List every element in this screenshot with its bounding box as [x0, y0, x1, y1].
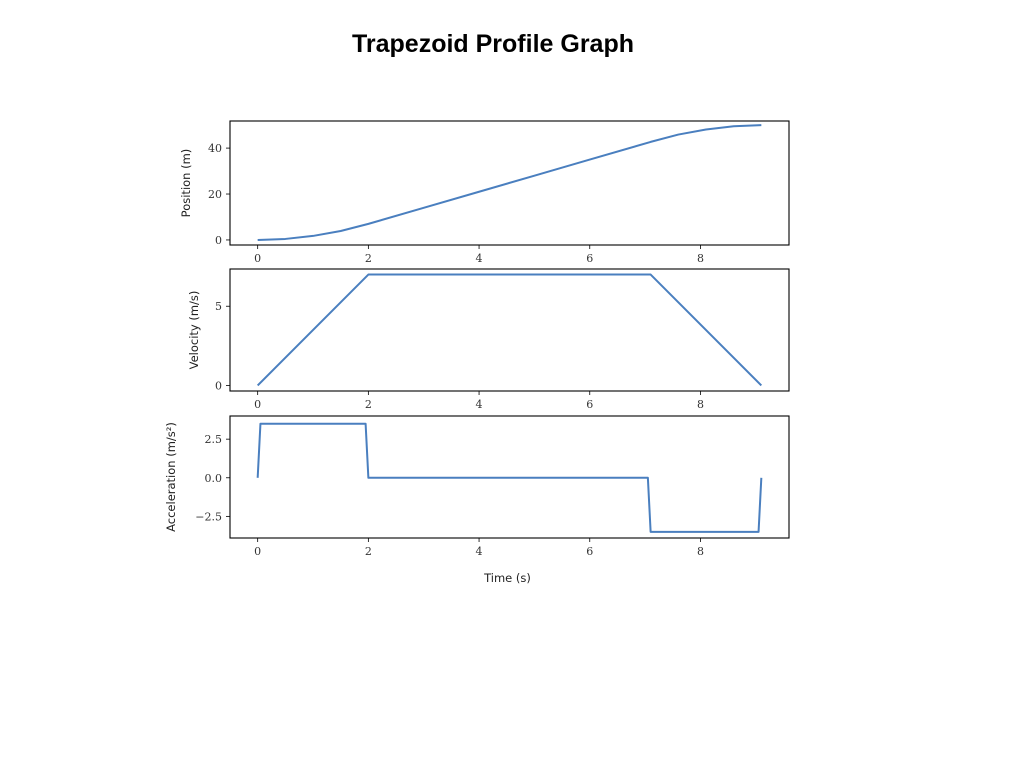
velocity-y-tick-label: 0 [215, 379, 222, 392]
acceleration-x-tick-label: 2 [365, 545, 372, 558]
acceleration-y-tick-label: 2.5 [205, 433, 223, 446]
acceleration-x-tick-label: 6 [586, 545, 593, 558]
position-x-tick-label: 8 [697, 252, 704, 265]
position-axes-frame [229, 120, 790, 246]
position-y-axis-label: Position (m) [179, 149, 193, 218]
position-panel: 0 2 4 6 8 0 20 40 Position (m) [179, 120, 790, 265]
velocity-x-tick-label: 0 [254, 398, 261, 411]
velocity-series-line [256, 273, 763, 387]
acceleration-panel: 0 2 4 6 8 2.5 0.0 −2.5 Acceleration (m/s²) Time (… [164, 415, 790, 585]
acceleration-y-tick-label: −2.5 [195, 510, 222, 523]
acceleration-axes-frame [229, 415, 790, 539]
position-series-line [257, 124, 762, 241]
velocity-y-tick-label: 5 [215, 300, 222, 313]
position-y-tick-label: 40 [208, 142, 222, 155]
acceleration-x-axis-label: Time (s) [483, 571, 531, 585]
position-x-tick-label: 0 [254, 252, 261, 265]
velocity-x-tick-label: 6 [586, 398, 593, 411]
position-x-tick-label: 2 [365, 252, 372, 265]
position-y-tick-label: 20 [208, 188, 222, 201]
position-x-tick-label: 6 [586, 252, 593, 265]
velocity-y-axis-label: Velocity (m/s) [187, 291, 201, 370]
position-x-tick-label: 4 [476, 252, 483, 265]
acceleration-x-tick-label: 0 [254, 545, 261, 558]
acceleration-x-tick-label: 4 [476, 545, 483, 558]
velocity-x-tick-label: 2 [365, 398, 372, 411]
acceleration-x-tick-label: 8 [697, 545, 704, 558]
acceleration-y-axis-label: Acceleration (m/s²) [164, 422, 178, 532]
acceleration-series-line [256, 422, 763, 533]
velocity-axes-frame [229, 268, 790, 392]
page-title: Trapezoid Profile Graph [352, 30, 634, 58]
velocity-x-tick-label: 8 [697, 398, 704, 411]
position-y-tick-label: 0 [215, 234, 222, 247]
acceleration-y-tick-label: 0.0 [205, 472, 223, 485]
velocity-panel: 0 2 4 6 8 0 5 Velocity (m/s) [187, 268, 790, 411]
velocity-x-tick-label: 4 [476, 398, 483, 411]
